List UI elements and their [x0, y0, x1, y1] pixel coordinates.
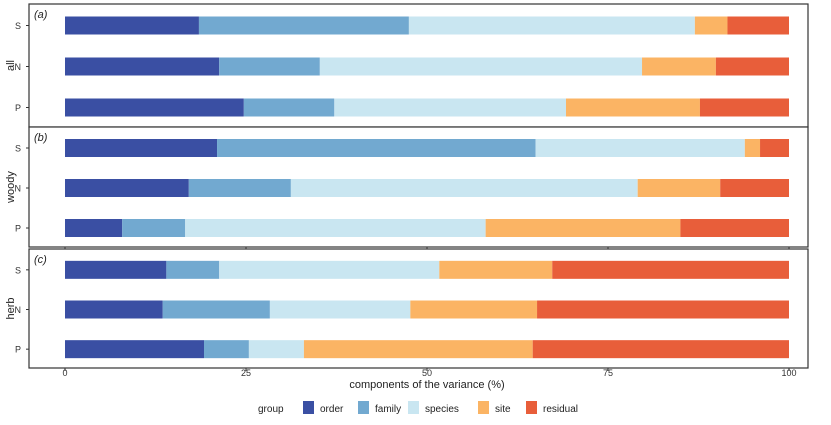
legend-item-order: order: [303, 401, 344, 415]
x-axis: components of the variance (%) 0 25 50 75 10…: [62, 368, 796, 391]
y-tick-label: N: [15, 62, 22, 72]
bar-segment-species: [269, 300, 411, 319]
y-axis-label: all: [5, 60, 17, 71]
bar-segment-residual: [727, 16, 789, 35]
bar-segment-order: [65, 340, 205, 359]
y-tick-label: S: [15, 21, 21, 31]
bar-segment-family: [198, 16, 409, 35]
bar-segment-family: [217, 139, 536, 157]
bar-segment-site: [637, 179, 721, 197]
bar-segment-residual: [720, 179, 789, 197]
panel-tag: (c): [34, 254, 47, 266]
bar-segment-species: [535, 139, 745, 157]
bar-segment-residual: [532, 340, 789, 359]
bar-segment-species: [248, 340, 304, 359]
bar-segment-site: [642, 57, 716, 76]
legend-swatch: [526, 401, 537, 414]
legend-swatch: [408, 401, 419, 414]
bar-segment-family: [162, 300, 270, 319]
legend-label: residual: [543, 404, 578, 415]
bar-segment-order: [65, 98, 244, 117]
y-tick-label: P: [15, 103, 21, 113]
legend-label: species: [425, 404, 459, 415]
bar-segment-family: [188, 179, 291, 197]
bar-segment-residual: [760, 139, 789, 157]
y-tick-label: P: [15, 224, 21, 234]
x-tick-label: 25: [241, 368, 251, 378]
bar-segment-site: [485, 219, 681, 237]
panel-woody: (b) woody S N P: [5, 126, 809, 250]
legend-title: group: [258, 404, 284, 415]
bar-segment-family: [166, 260, 220, 279]
panel-herb: (c) herb S N P: [5, 248, 809, 371]
bar-segment-species: [185, 219, 486, 237]
y-tick-label: P: [15, 345, 21, 355]
bar-segment-order: [65, 300, 163, 319]
y-tick-label: N: [15, 305, 22, 315]
bar-segment-species: [219, 260, 440, 279]
legend-label: site: [495, 404, 511, 415]
bar-segment-site: [439, 260, 553, 279]
panels: (a) all S N P (b) woody S N P (c) herb S N P: [5, 3, 809, 371]
x-axis-label: components of the variance (%): [349, 379, 504, 391]
panel-tag: (b): [34, 132, 48, 144]
y-tick-label: S: [15, 265, 21, 275]
bar-segment-family: [243, 98, 335, 117]
bar-segment-residual: [680, 219, 789, 237]
legend: group order family species site residual: [258, 401, 578, 415]
y-axis-label: woody: [5, 171, 17, 204]
x-tick-label: 0: [62, 368, 67, 378]
x-tick-label: 50: [422, 368, 432, 378]
x-tick-label: 100: [781, 368, 796, 378]
bar-segment-family: [219, 57, 320, 76]
bar-segment-residual: [537, 300, 789, 319]
bar-segment-species: [319, 57, 643, 76]
bar-segment-order: [65, 219, 123, 237]
bar-segment-order: [65, 260, 167, 279]
bar-segment-site: [566, 98, 700, 117]
legend-label: family: [375, 404, 401, 415]
legend-swatch: [303, 401, 314, 414]
bar-segment-site: [303, 340, 533, 359]
bar-segment-site: [410, 300, 538, 319]
bar-segment-order: [65, 139, 218, 157]
bar-segment-family: [122, 219, 186, 237]
legend-swatch: [358, 401, 369, 414]
y-tick-label: S: [15, 144, 21, 154]
bar-segment-species: [334, 98, 567, 117]
bar-segment-site: [744, 139, 761, 157]
legend-label: order: [320, 404, 344, 415]
bar-segment-order: [65, 179, 189, 197]
bar-segment-species: [290, 179, 638, 197]
bar-segment-family: [204, 340, 249, 359]
panel-all: (a) all S N P: [5, 3, 809, 130]
panel-tag: (a): [34, 9, 48, 21]
x-tick-label: 75: [603, 368, 613, 378]
legend-item-species: species: [408, 401, 459, 415]
bar-segment-residual: [699, 98, 789, 117]
legend-item-site: site: [478, 401, 511, 415]
legend-swatch: [478, 401, 489, 414]
legend-item-family: family: [358, 401, 401, 415]
y-axis-label: herb: [5, 297, 17, 319]
y-tick-label: N: [15, 184, 22, 194]
bar-segment-residual: [715, 57, 789, 76]
legend-item-residual: residual: [526, 401, 578, 415]
bar-segment-residual: [552, 260, 789, 279]
bar-segment-order: [65, 57, 220, 76]
bar-segment-order: [65, 16, 199, 35]
bar-segment-species: [408, 16, 695, 35]
bar-segment-site: [694, 16, 728, 35]
